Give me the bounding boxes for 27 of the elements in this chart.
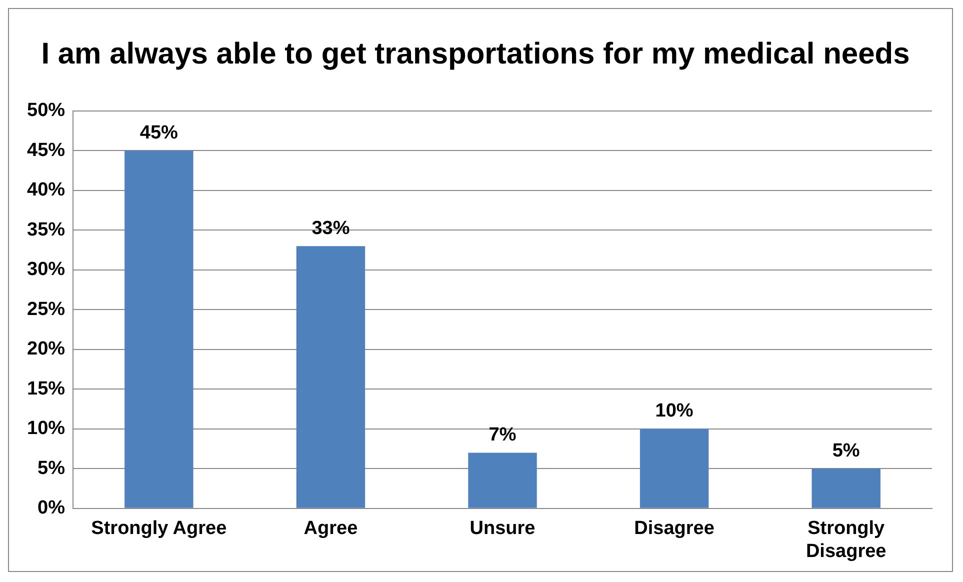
bar: [812, 468, 880, 508]
y-tick-label: 15%: [26, 378, 66, 400]
y-tick-label: 50%: [26, 100, 66, 122]
data-label: 7%: [488, 424, 516, 446]
y-tick-label: 30%: [26, 259, 66, 280]
bar: [468, 452, 537, 508]
x-tick-label: Agree: [304, 518, 358, 540]
data-label: 33%: [312, 218, 350, 239]
y-tick-label: 35%: [26, 219, 66, 240]
bar: [296, 246, 366, 508]
x-tick-label: Strongly Disagree: [806, 518, 886, 562]
y-tick-label: 20%: [26, 338, 66, 360]
y-tick-label: 40%: [26, 180, 66, 201]
data-label: 45%: [140, 122, 178, 144]
data-label: 10%: [655, 400, 694, 422]
x-tick-label: Unsure: [470, 518, 536, 540]
y-tick-label: 45%: [26, 140, 66, 161]
x-tick-label: Disagree: [634, 518, 714, 540]
data-label: 5%: [832, 440, 860, 462]
y-tick-label: 25%: [26, 298, 66, 320]
y-tick-label: 0%: [38, 498, 66, 519]
x-tick-label: Strongly Agree: [91, 518, 227, 540]
chart-title: I am always able to get transportations for my medical needs: [41, 37, 910, 70]
y-tick-label: 5%: [38, 458, 66, 479]
y-tick-label: 10%: [26, 418, 66, 440]
bar: [124, 150, 194, 508]
bar: [640, 428, 709, 508]
